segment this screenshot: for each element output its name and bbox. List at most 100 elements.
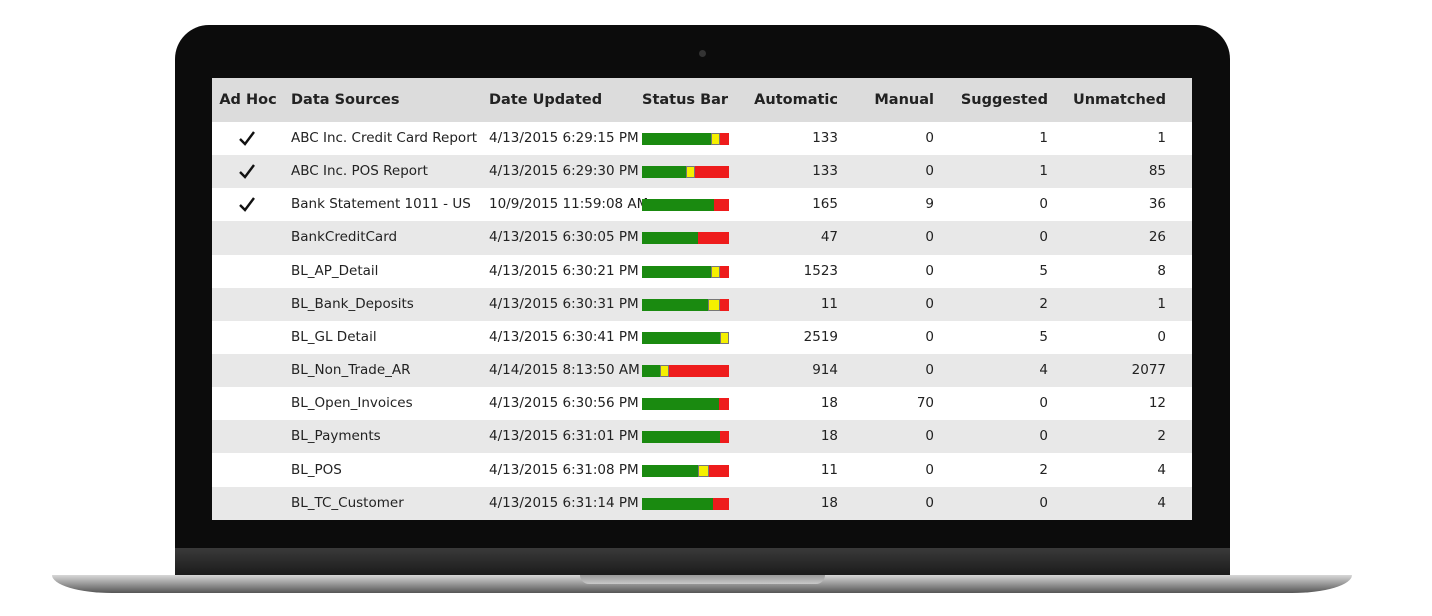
automatic-count: 11 [820, 461, 838, 478]
column-header: Automatic [754, 92, 838, 108]
checkmark [238, 122, 258, 155]
suggested-count: 4 [1039, 362, 1048, 379]
status-suggested [686, 166, 696, 179]
suggested-count: 2 [1039, 461, 1048, 478]
status-suggested [659, 365, 669, 378]
manual-count: 0 [925, 262, 934, 279]
status-matched [642, 133, 711, 145]
unmatched-count: 2077 [1131, 362, 1166, 379]
date-updated: 4/13/2015 6:31:14 PM [489, 494, 639, 511]
status-unmatched [695, 166, 729, 179]
suggested-count: 2 [1039, 295, 1048, 312]
status-suggested [711, 133, 720, 145]
status-matched [642, 464, 699, 477]
status-matched [642, 365, 660, 378]
laptop-chin [175, 548, 1230, 576]
status-matched [642, 199, 715, 212]
column-header: Ad Hoc [219, 92, 277, 108]
manual-count: 70 [916, 395, 934, 412]
data-source: BL_POS [291, 461, 342, 478]
manual-count: 0 [925, 428, 934, 445]
date-updated: 4/13/2015 6:30:56 PM [489, 395, 639, 412]
date-updated: 4/13/2015 6:30:41 PM [489, 328, 639, 345]
unmatched-count: 4 [1157, 461, 1166, 478]
data-source: BL_Bank_Deposits [291, 295, 414, 312]
suggested-count: 1 [1039, 163, 1048, 180]
manual-count: 0 [925, 295, 934, 312]
status-unmatched [718, 398, 729, 411]
suggested-count: 5 [1039, 262, 1048, 279]
status-unmatched [668, 365, 729, 378]
date-updated: 4/13/2015 6:31:01 PM [489, 428, 639, 445]
automatic-count: 18 [820, 395, 838, 412]
header-row [212, 78, 1192, 122]
unmatched-count: 2 [1157, 428, 1166, 445]
laptop-base [52, 575, 1352, 593]
status-suggested [707, 298, 720, 311]
manual-count: 0 [925, 328, 934, 345]
date-updated: 4/13/2015 6:30:31 PM [489, 295, 639, 312]
automatic-count: 2519 [803, 328, 838, 345]
data-source: BL_Payments [291, 428, 381, 445]
date-updated: 10/9/2015 11:59:08 AM [489, 196, 649, 213]
status-unmatched [713, 497, 729, 510]
status-unmatched [708, 464, 729, 477]
suggested-count: 0 [1039, 229, 1048, 246]
manual-count: 0 [925, 362, 934, 379]
suggested-count: 1 [1039, 130, 1048, 146]
unmatched-count: 8 [1157, 262, 1166, 279]
manual-count: 0 [925, 494, 934, 511]
status-matched [642, 166, 687, 179]
status-matched [642, 497, 714, 510]
status-suggested [711, 265, 720, 278]
automatic-count: 18 [820, 494, 838, 511]
automatic-count: 11 [820, 295, 838, 312]
automatic-count: 133 [812, 130, 838, 146]
suggested-count: 0 [1039, 494, 1048, 511]
data-source: Bank Statement 1011 - US [291, 196, 471, 213]
unmatched-count: 1 [1157, 130, 1166, 146]
screen: Ad Hoc Data Sources Date Updated Status Bar… [212, 78, 1192, 520]
unmatched-count: 0 [1157, 328, 1166, 345]
column-header: Suggested [960, 92, 1048, 108]
date-updated: 4/13/2015 6:29:30 PM [489, 163, 639, 180]
status-unmatched [698, 232, 729, 245]
manual-count: 0 [925, 163, 934, 180]
status-unmatched [720, 133, 729, 145]
status-matched [642, 265, 711, 278]
unmatched-count: 4 [1157, 494, 1166, 511]
camera [699, 50, 706, 57]
manual-count: 0 [925, 130, 934, 146]
date-updated: 4/13/2015 6:31:08 PM [489, 461, 639, 478]
column-header: Date Updated [489, 92, 603, 108]
status-unmatched [720, 431, 729, 444]
automatic-count: 1523 [803, 262, 838, 279]
status-unmatched [720, 265, 729, 278]
unmatched-count: 1 [1157, 295, 1166, 312]
status-suggested [698, 464, 709, 477]
suggested-count: 5 [1039, 328, 1048, 345]
column-header: Status Bar [642, 92, 729, 108]
automatic-count: 18 [820, 428, 838, 445]
automatic-count: 165 [812, 196, 838, 213]
data-source: BL_Open_Invoices [291, 395, 413, 412]
laptop-notch [580, 575, 825, 584]
suggested-count: 0 [1039, 428, 1048, 445]
data-source: BL_GL Detail [291, 328, 377, 345]
status-unmatched [714, 199, 729, 212]
status-matched [642, 398, 719, 411]
checkmark [238, 188, 258, 221]
column-header: Unmatched [1072, 92, 1166, 108]
unmatched-count: 12 [1148, 395, 1166, 412]
manual-count: 9 [925, 196, 934, 213]
status-matched [642, 298, 708, 311]
date-updated: 4/13/2015 6:30:21 PM [489, 262, 639, 279]
column-header: Manual [874, 92, 934, 108]
automatic-count: 133 [812, 163, 838, 180]
status-matched [642, 431, 720, 444]
suggested-count: 0 [1039, 395, 1048, 412]
data-source: BL_TC_Customer [291, 494, 404, 511]
manual-count: 0 [925, 461, 934, 478]
data-source: BL_AP_Detail [291, 262, 379, 279]
